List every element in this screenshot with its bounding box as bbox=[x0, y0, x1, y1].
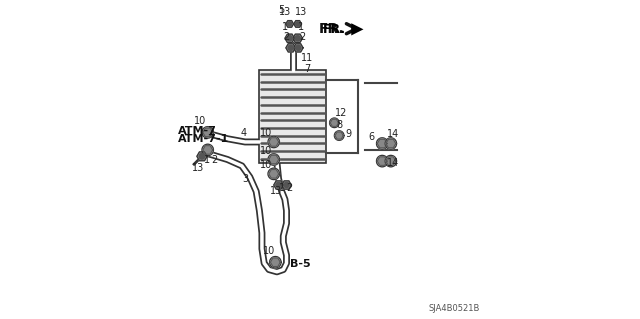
Polygon shape bbox=[286, 44, 296, 52]
Text: 1: 1 bbox=[278, 183, 285, 193]
Polygon shape bbox=[202, 144, 214, 156]
Text: 1: 1 bbox=[298, 22, 304, 32]
Polygon shape bbox=[203, 128, 212, 137]
Polygon shape bbox=[282, 181, 291, 189]
Text: ATM-7-1: ATM-7-1 bbox=[178, 134, 229, 144]
Text: 7: 7 bbox=[304, 64, 310, 74]
Text: 13: 13 bbox=[295, 7, 307, 17]
Polygon shape bbox=[197, 152, 207, 161]
Polygon shape bbox=[386, 157, 396, 165]
Polygon shape bbox=[268, 136, 280, 148]
Text: 10: 10 bbox=[260, 146, 272, 156]
Text: 2: 2 bbox=[287, 183, 293, 193]
Polygon shape bbox=[286, 21, 294, 27]
Polygon shape bbox=[330, 119, 339, 126]
Text: 1: 1 bbox=[282, 22, 288, 32]
Polygon shape bbox=[330, 118, 339, 128]
Text: 5: 5 bbox=[278, 5, 285, 15]
Text: FR.: FR. bbox=[323, 23, 346, 36]
Polygon shape bbox=[296, 45, 301, 50]
Polygon shape bbox=[376, 138, 388, 149]
Polygon shape bbox=[269, 138, 278, 146]
Polygon shape bbox=[334, 131, 344, 140]
Text: 14: 14 bbox=[387, 158, 399, 168]
Polygon shape bbox=[202, 127, 214, 138]
Text: 9: 9 bbox=[346, 129, 352, 139]
Text: 1: 1 bbox=[204, 155, 210, 165]
Polygon shape bbox=[335, 132, 343, 139]
Text: 13: 13 bbox=[192, 163, 204, 173]
Polygon shape bbox=[269, 170, 278, 178]
Polygon shape bbox=[269, 256, 281, 268]
Bar bbox=[259, 70, 326, 163]
Text: 10: 10 bbox=[195, 116, 207, 126]
Text: 11: 11 bbox=[301, 53, 314, 63]
Polygon shape bbox=[294, 44, 303, 52]
Polygon shape bbox=[378, 139, 387, 148]
Polygon shape bbox=[274, 181, 284, 189]
Text: 4: 4 bbox=[241, 128, 246, 137]
Text: 3: 3 bbox=[242, 174, 248, 184]
Text: 10: 10 bbox=[260, 160, 272, 170]
Text: 2: 2 bbox=[211, 155, 217, 165]
Text: 2: 2 bbox=[284, 32, 290, 42]
Polygon shape bbox=[268, 154, 280, 165]
Polygon shape bbox=[271, 258, 280, 266]
Polygon shape bbox=[276, 182, 281, 188]
Text: ATM-7: ATM-7 bbox=[178, 126, 217, 136]
Polygon shape bbox=[295, 36, 300, 41]
Text: 10: 10 bbox=[263, 246, 275, 256]
Text: 10: 10 bbox=[260, 128, 272, 137]
Text: 14: 14 bbox=[387, 129, 399, 139]
Text: SJA4B0521B: SJA4B0521B bbox=[428, 304, 479, 313]
Polygon shape bbox=[287, 22, 292, 26]
Polygon shape bbox=[285, 34, 294, 42]
Polygon shape bbox=[287, 36, 292, 41]
Polygon shape bbox=[284, 182, 289, 188]
Text: 6: 6 bbox=[368, 132, 374, 142]
Text: 8: 8 bbox=[336, 120, 342, 130]
Text: FR.: FR. bbox=[319, 22, 345, 36]
Text: 13: 13 bbox=[279, 7, 291, 17]
Text: 2: 2 bbox=[300, 32, 305, 42]
Polygon shape bbox=[293, 34, 303, 42]
Polygon shape bbox=[199, 153, 205, 159]
Polygon shape bbox=[376, 155, 388, 167]
Text: 12: 12 bbox=[335, 108, 347, 118]
Polygon shape bbox=[378, 157, 387, 165]
Text: 13: 13 bbox=[270, 186, 282, 196]
Polygon shape bbox=[288, 45, 293, 50]
Polygon shape bbox=[385, 155, 397, 167]
Text: B-5: B-5 bbox=[290, 259, 310, 269]
Polygon shape bbox=[268, 168, 280, 180]
Polygon shape bbox=[269, 155, 278, 164]
Polygon shape bbox=[296, 22, 300, 26]
Polygon shape bbox=[385, 138, 397, 149]
Polygon shape bbox=[294, 21, 301, 27]
Polygon shape bbox=[386, 139, 396, 148]
Polygon shape bbox=[203, 146, 212, 154]
